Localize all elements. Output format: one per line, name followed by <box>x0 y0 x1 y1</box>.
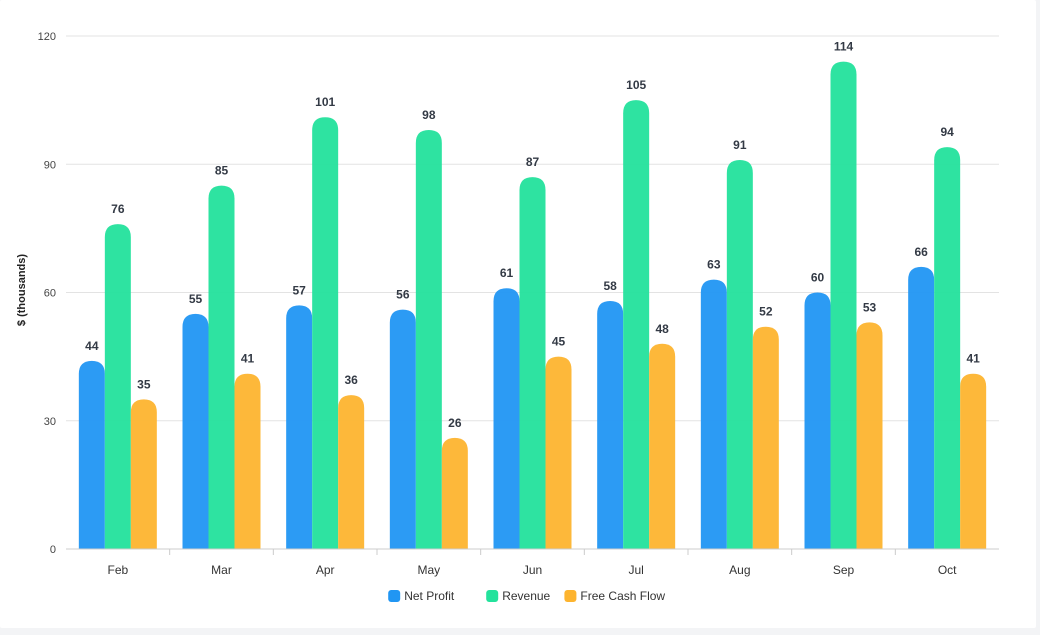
data-label: 52 <box>759 305 773 319</box>
y-axis-title: $ (thousands) <box>16 254 28 326</box>
legend-label: Net Profit <box>404 589 455 603</box>
legend-label: Free Cash Flow <box>580 589 665 603</box>
legend-item-net-profit[interactable]: Net Profit <box>388 589 455 603</box>
data-label: 55 <box>189 292 203 306</box>
bar-free-cash-flow[interactable] <box>752 326 779 549</box>
bar-net-profit[interactable] <box>597 301 624 549</box>
bar-free-cash-flow[interactable] <box>338 395 365 549</box>
data-label: 63 <box>707 258 721 272</box>
legend-label: Revenue <box>502 589 550 603</box>
bar-revenue[interactable] <box>312 117 339 549</box>
legend-swatch <box>388 590 401 602</box>
x-tick-label: Jun <box>523 563 542 577</box>
bar-revenue[interactable] <box>208 185 235 549</box>
data-label: 98 <box>422 108 436 122</box>
bar-net-profit[interactable] <box>182 313 209 549</box>
legend-item-free-cash-flow[interactable]: Free Cash Flow <box>564 589 665 603</box>
legend-swatch <box>486 590 499 602</box>
x-tick-label: Sep <box>833 563 855 577</box>
bar-net-profit[interactable] <box>389 309 416 549</box>
data-label: 101 <box>315 95 335 109</box>
bar-free-cash-flow[interactable] <box>441 437 468 549</box>
bar-free-cash-flow[interactable] <box>130 399 157 549</box>
data-label: 87 <box>526 155 540 169</box>
data-label: 58 <box>603 279 617 293</box>
bar-free-cash-flow[interactable] <box>234 373 261 549</box>
bar-revenue[interactable] <box>519 177 546 549</box>
data-label: 48 <box>655 322 669 336</box>
bar-free-cash-flow[interactable] <box>960 373 987 549</box>
bar-net-profit[interactable] <box>700 279 727 549</box>
data-label: 60 <box>811 271 825 285</box>
data-label: 53 <box>863 300 877 314</box>
bar-revenue[interactable] <box>934 147 961 549</box>
bar-revenue[interactable] <box>623 100 650 549</box>
x-axis: Feb Mar Apr May Jun Jul Aug Sep Oct <box>66 548 999 577</box>
x-tick-label: Feb <box>107 563 128 577</box>
data-label: 91 <box>733 138 747 152</box>
bar-revenue[interactable] <box>415 130 442 550</box>
x-tick-label: Jul <box>628 563 643 577</box>
bar-net-profit[interactable] <box>286 305 313 549</box>
data-label: 114 <box>834 40 854 54</box>
y-tick-label: 120 <box>38 31 56 43</box>
data-label: 57 <box>292 283 306 297</box>
data-label: 56 <box>396 288 410 302</box>
data-label: 35 <box>137 377 151 391</box>
data-label: 61 <box>500 266 514 280</box>
legend-item-revenue[interactable]: Revenue <box>486 589 551 603</box>
data-label: 26 <box>448 416 462 430</box>
data-label: 41 <box>241 352 255 366</box>
data-label: 41 <box>966 352 980 366</box>
bar-free-cash-flow[interactable] <box>649 343 676 549</box>
data-label: 36 <box>344 373 358 387</box>
x-tick-label: May <box>417 563 440 577</box>
bar-free-cash-flow[interactable] <box>856 322 883 549</box>
y-tick-label: 0 <box>50 544 56 556</box>
data-label: 45 <box>552 335 566 349</box>
x-tick-label: Mar <box>211 563 232 577</box>
data-label: 44 <box>85 339 99 353</box>
bar-net-profit[interactable] <box>908 266 935 549</box>
data-label: 66 <box>914 245 928 259</box>
y-tick-label: 30 <box>44 416 56 428</box>
y-axis-ticks: 0 30 60 90 120 <box>38 31 56 556</box>
data-label: 85 <box>215 164 229 178</box>
bar-revenue[interactable] <box>726 159 753 549</box>
bar-revenue[interactable] <box>830 61 857 550</box>
y-tick-label: 90 <box>44 159 56 171</box>
data-label: 76 <box>111 202 125 216</box>
bar-net-profit[interactable] <box>493 288 520 549</box>
x-tick-label: Aug <box>729 563 750 577</box>
x-tick-label: Apr <box>316 563 335 577</box>
data-label: 105 <box>626 78 646 92</box>
bar-net-profit[interactable] <box>804 292 831 550</box>
data-labels: 44 76 35 55 85 41 57 101 36 56 98 26 61 87 45 58 105 48 63… <box>85 40 980 430</box>
legend-swatch <box>564 590 577 602</box>
legend: Net Profit Revenue Free Cash Flow <box>388 589 665 603</box>
x-tick-label: Oct <box>938 563 957 577</box>
bar-revenue[interactable] <box>104 224 131 549</box>
y-tick-label: 60 <box>44 288 56 300</box>
bars <box>78 61 987 550</box>
data-label: 94 <box>940 125 954 139</box>
bar-net-profit[interactable] <box>78 360 105 549</box>
bar-free-cash-flow[interactable] <box>545 356 572 549</box>
